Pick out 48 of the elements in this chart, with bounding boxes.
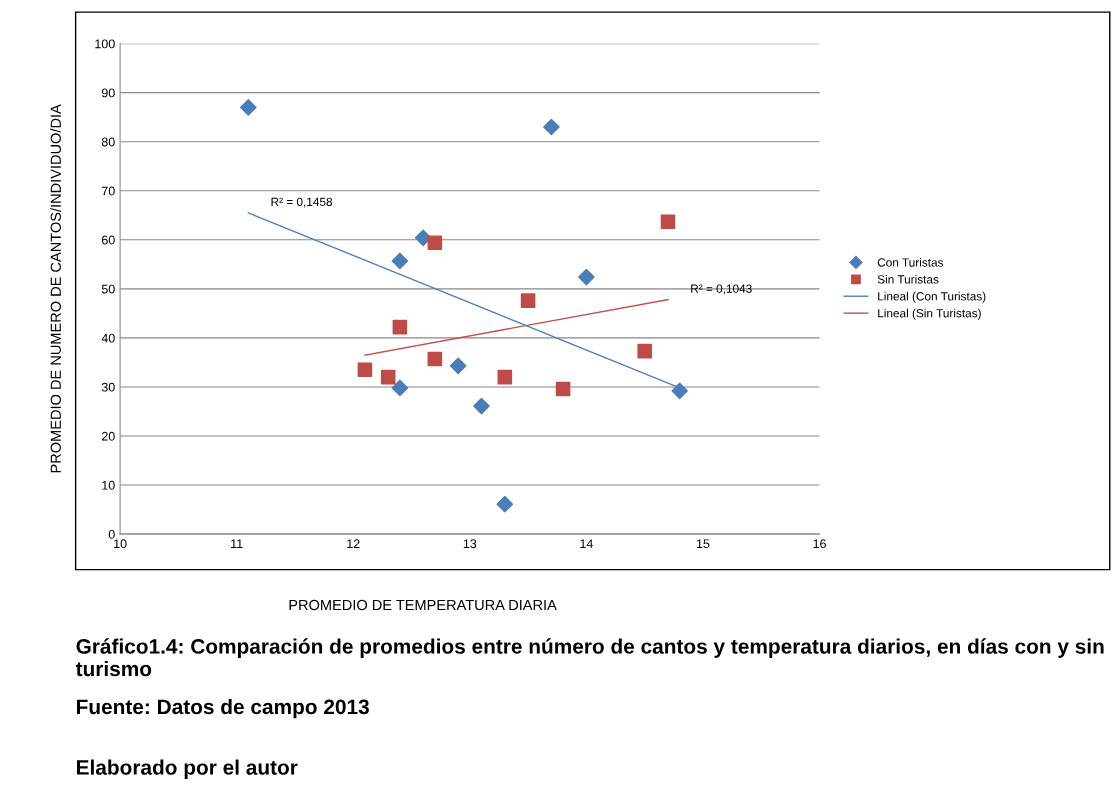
x-tick-label: 11 — [231, 539, 243, 549]
point — [240, 99, 257, 116]
point — [555, 381, 571, 397]
y-axis-title: PROMEDIO DE NUMERO DE CANTOS/INDIVIDUO/DIA — [50, 104, 61, 473]
y-tick-label: 90 — [101, 88, 115, 98]
annotation: R² = 0,1458 — [271, 197, 333, 208]
y-tick-label: 0 — [108, 529, 115, 539]
x-tick-label: 16 — [813, 539, 826, 549]
point — [357, 362, 373, 378]
point — [543, 118, 560, 136]
point — [449, 357, 467, 375]
point — [578, 268, 595, 286]
legend-label: Lineal (Con Turistas) — [878, 291, 986, 303]
point — [520, 293, 536, 308]
legend-label: Con Turistas — [877, 258, 944, 267]
source-note: Fuente: Datos de campo 2013 — [77, 698, 369, 719]
point — [427, 235, 443, 251]
text: Elaborado por el autor — [77, 759, 298, 779]
point — [380, 369, 396, 385]
point — [391, 252, 409, 270]
y-tick-label: 40 — [101, 333, 115, 343]
annotation: R² = 0,1043 — [691, 284, 752, 295]
point — [637, 343, 652, 359]
point — [391, 379, 409, 397]
x-tick-label: 12 — [347, 539, 360, 549]
legend-label: Sin Turistas — [877, 274, 939, 284]
y-tick-label: 100 — [95, 39, 115, 49]
y-tick-label: 80 — [101, 137, 115, 147]
legend-label: Lineal (Sin Turistas) — [878, 308, 981, 320]
text: Gráfico1.4: Comparación de promedios entre número de cantos y temperatura diarios, en días con y sin turismo — [75, 638, 1104, 677]
point — [392, 319, 408, 335]
y-tick-label: 60 — [101, 235, 115, 245]
y-tick-label: 20 — [101, 431, 115, 441]
point — [496, 495, 514, 513]
y-tick-label: 70 — [101, 186, 115, 196]
x-tick-label: 14 — [580, 539, 593, 549]
x-tick-label: 10 — [114, 539, 127, 549]
x-tick-label: 13 — [463, 539, 477, 549]
point — [473, 397, 490, 415]
point — [497, 369, 513, 385]
point — [427, 351, 443, 367]
y-tick-label: 50 — [101, 284, 115, 294]
y-tick-label: 30 — [101, 382, 115, 392]
x-tick-label: 15 — [696, 539, 710, 549]
point — [660, 214, 676, 229]
y-tick-label: 10 — [102, 480, 115, 490]
x-axis-title: PROMEDIO DE TEMPERATURA DIARIA — [289, 599, 557, 611]
point — [671, 382, 688, 400]
